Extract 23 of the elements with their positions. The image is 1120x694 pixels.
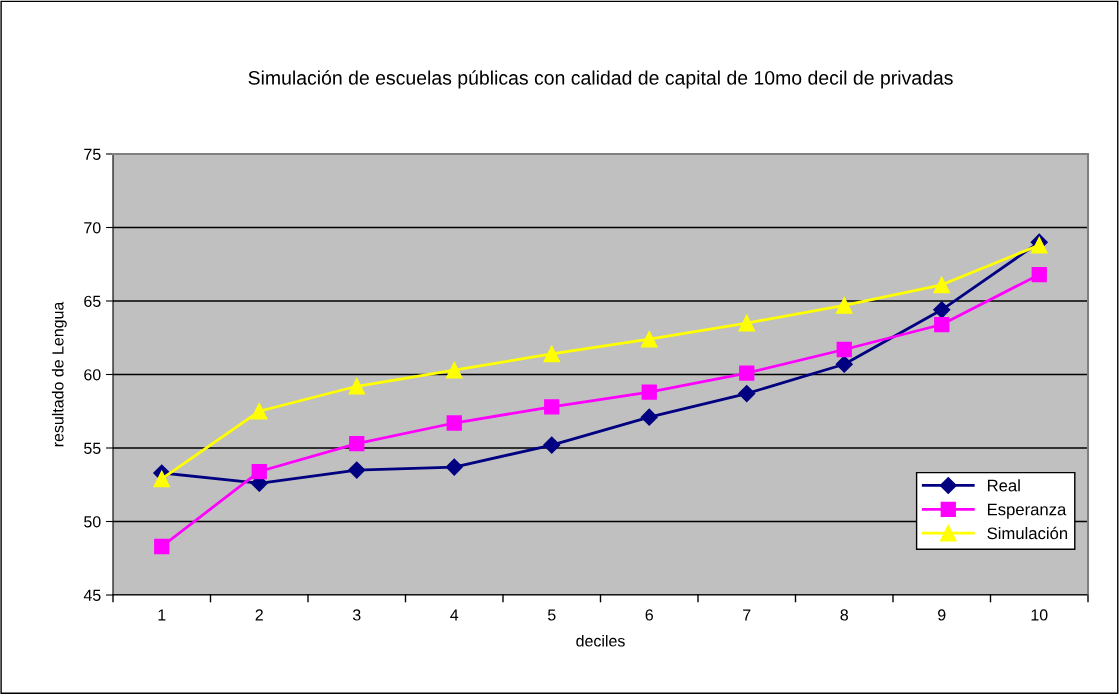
x-tick-label: 4 [450, 609, 459, 621]
y-tick-label: 70 [84, 222, 101, 234]
y-tick-label: 65 [84, 295, 101, 307]
x-tick-label: 1 [158, 609, 166, 621]
x-tick-label: 2 [255, 609, 263, 621]
legend-label: Simulación [987, 526, 1068, 540]
x-tick-label: 8 [840, 609, 848, 621]
y-tick-label: 60 [84, 369, 101, 381]
x-tick-label: 7 [743, 609, 751, 621]
y-tick-label: 75 [84, 148, 101, 160]
y-tick-label: 45 [83, 589, 101, 601]
x-tick-label: 3 [352, 609, 361, 621]
y-tick-label: 50 [84, 516, 101, 528]
x-tick-label: 5 [547, 609, 556, 621]
y-tick-label: 55 [84, 442, 101, 454]
x-tick-label: 6 [645, 609, 653, 621]
x-axis-title: deciles [576, 634, 625, 647]
x-tick-label: 9 [938, 609, 946, 621]
y-axis-title: resultado de Lengua [51, 301, 67, 447]
x-tick-label: 10 [1031, 609, 1048, 621]
legend-label: Real [987, 479, 1020, 492]
legend-label: Esperanza [987, 503, 1067, 519]
chart-title: Simulación de escuelas públicas con calidad de capital de 10mo decil de privadas [248, 70, 953, 89]
